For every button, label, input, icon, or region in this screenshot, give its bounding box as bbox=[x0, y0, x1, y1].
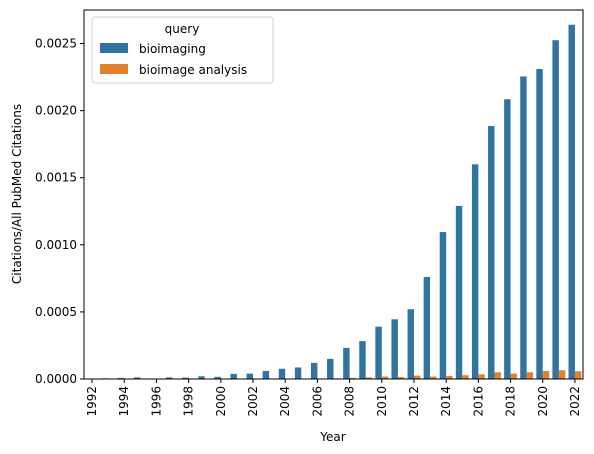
bar-bioimage-analysis-2013 bbox=[430, 376, 437, 379]
bar-bioimage-analysis-2014 bbox=[446, 376, 453, 379]
x-tick-label-2002: 2002 bbox=[246, 386, 260, 417]
x-tick-label-2004: 2004 bbox=[278, 386, 292, 417]
bar-bioimaging-2019 bbox=[520, 76, 527, 380]
legend-swatch-bioimage-analysis bbox=[100, 64, 128, 74]
legend: query bioimaging bioimage analysis bbox=[91, 16, 274, 84]
y-tick-label: 0.0010 bbox=[35, 238, 77, 252]
bar-bioimage-analysis-2022 bbox=[574, 371, 582, 379]
x-ticks: 1992 1994 1996 1998 2000 2002 2004 2006 2008 2010… bbox=[85, 379, 582, 417]
x-tick-label-2022: 2022 bbox=[568, 386, 582, 417]
y-tick-label: 0.0015 bbox=[35, 171, 77, 185]
bar-bioimaging-2017 bbox=[488, 126, 495, 379]
y-tick-label: 0.0025 bbox=[35, 37, 77, 51]
bar-bioimage-analysis-2021 bbox=[558, 370, 566, 379]
bar-bioimaging-1999 bbox=[198, 376, 205, 379]
legend-title: query bbox=[165, 22, 200, 36]
bar-bioimaging-2010 bbox=[375, 326, 382, 379]
x-axis-title: Year bbox=[319, 430, 345, 444]
legend-label-bioimaging: bioimaging bbox=[139, 42, 206, 56]
bar-bioimaging-2000 bbox=[214, 376, 221, 379]
bar-bioimaging-2009 bbox=[359, 341, 366, 379]
bar-bioimaging-2016 bbox=[471, 164, 479, 379]
plot-frame bbox=[83, 9, 584, 380]
bar-bioimage-analysis-2011 bbox=[397, 376, 405, 379]
legend-swatch-bioimaging bbox=[100, 43, 128, 53]
bars-group bbox=[85, 24, 582, 380]
bar-bioimage-analysis-2020 bbox=[542, 370, 550, 379]
bar-bioimaging-2007 bbox=[327, 358, 334, 379]
bar-bioimaging-2015 bbox=[455, 205, 463, 379]
bar-bioimaging-2003 bbox=[262, 370, 270, 379]
x-tick-label-2000: 2000 bbox=[214, 386, 228, 417]
y-tick-label: 0.0020 bbox=[35, 104, 77, 118]
x-tick-label-2016: 2016 bbox=[471, 386, 485, 417]
bar-bioimaging-2011 bbox=[391, 319, 398, 379]
legend-label-bioimage-analysis: bioimage analysis bbox=[139, 63, 247, 77]
bar-bioimage-analysis-2018 bbox=[510, 373, 517, 379]
y-axis-title: Citations/All PubMed Citations bbox=[10, 104, 24, 284]
x-tick-label-2008: 2008 bbox=[343, 386, 357, 417]
bar-bioimaging-2012 bbox=[407, 309, 414, 379]
x-tick-label-2012: 2012 bbox=[407, 386, 421, 417]
bar-bioimaging-2008 bbox=[343, 347, 350, 379]
bar-bioimaging-2004 bbox=[278, 368, 286, 379]
x-tick-label-2014: 2014 bbox=[439, 386, 453, 417]
x-tick-label-1996: 1996 bbox=[149, 386, 163, 417]
x-tick-label-1994: 1994 bbox=[117, 386, 131, 417]
x-tick-label-1992: 1992 bbox=[85, 386, 99, 417]
bar-bioimage-analysis-2010 bbox=[381, 376, 389, 379]
bar-bioimaging-2018 bbox=[504, 99, 511, 379]
bar-bioimage-analysis-2019 bbox=[526, 372, 534, 379]
bar-bioimaging-1994 bbox=[117, 377, 125, 379]
bar-bioimaging-2006 bbox=[310, 362, 318, 379]
bar-bioimaging-1997 bbox=[166, 377, 173, 379]
bar-bioimage-analysis-2012 bbox=[413, 375, 421, 379]
bar-bioimaging-1998 bbox=[182, 377, 189, 379]
bar-bioimage-analysis-2015 bbox=[462, 375, 469, 379]
bar-bioimaging-2002 bbox=[246, 373, 254, 379]
bar-bioimage-analysis-2009 bbox=[365, 377, 373, 379]
bar-bioimaging-1995 bbox=[133, 377, 141, 379]
bar-bioimaging-2021 bbox=[552, 40, 559, 379]
bar-bioimaging-2013 bbox=[423, 277, 431, 379]
bar-bioimage-analysis-2017 bbox=[494, 372, 501, 379]
legend-box bbox=[91, 16, 274, 84]
x-tick-label-2006: 2006 bbox=[310, 386, 324, 417]
bar-bioimaging-2022 bbox=[568, 24, 575, 379]
bar-bioimage-analysis-2008 bbox=[349, 377, 357, 379]
x-tick-label-2020: 2020 bbox=[536, 386, 550, 417]
bar-bioimage-analysis-2016 bbox=[478, 374, 485, 379]
y-tick-label: 0.0000 bbox=[35, 372, 77, 386]
x-tick-label-1998: 1998 bbox=[182, 386, 196, 417]
bar-bioimaging-2014 bbox=[439, 232, 447, 379]
bar-bioimaging-2001 bbox=[230, 373, 237, 379]
x-tick-label-2018: 2018 bbox=[504, 386, 518, 417]
y-tick-label: 0.0005 bbox=[35, 305, 77, 319]
bar-bioimaging-2005 bbox=[294, 367, 302, 379]
y-ticks: 0.0000 0.0005 0.0010 0.0015 0.0020 0.0025 bbox=[35, 37, 84, 386]
x-tick-label-2010: 2010 bbox=[375, 386, 389, 417]
bar-bioimaging-2020 bbox=[536, 69, 543, 379]
